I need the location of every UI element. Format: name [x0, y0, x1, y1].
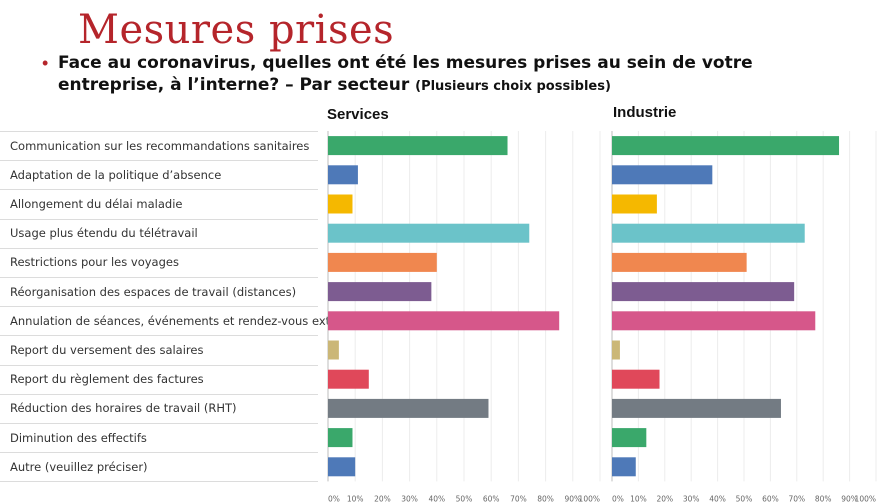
- industrie-tick-label: 30%: [683, 494, 700, 503]
- industrie-tick-label: 80%: [815, 494, 832, 503]
- industrie-bar: [612, 457, 636, 477]
- services-tick-label: 40%: [428, 494, 445, 503]
- industrie-tick-label: 60%: [762, 494, 779, 503]
- industrie-bar: [612, 165, 713, 185]
- row-divider: [0, 248, 318, 249]
- row-divider: [0, 394, 318, 395]
- services-tick-label: 50%: [456, 494, 473, 503]
- services-tick-label: 60%: [483, 494, 500, 503]
- services-tick-label: 90%: [564, 494, 581, 503]
- services-bar: [328, 165, 358, 185]
- industrie-bar: [612, 369, 660, 389]
- industrie-tick-label: 70%: [788, 494, 805, 503]
- industrie-bar: [612, 194, 657, 214]
- row-divider: [0, 452, 318, 453]
- services-bar: [328, 223, 530, 243]
- services-tick-label: 10%: [347, 494, 364, 503]
- services-tick-label: 20%: [374, 494, 391, 503]
- slide-title: Mesures prises: [78, 7, 395, 53]
- industrie-tick-label: 40%: [709, 494, 726, 503]
- row-divider: [0, 160, 318, 161]
- services-bar: [328, 398, 489, 418]
- industrie-bar: [612, 136, 840, 156]
- industrie-tick-label: 0%: [612, 494, 624, 503]
- industrie-title: Industrie: [613, 104, 677, 121]
- question-note: (Plusieurs choix possibles): [415, 79, 611, 94]
- category-label: Usage plus étendu du télétravail: [10, 226, 198, 241]
- services-bar: [328, 282, 432, 302]
- services-bar: [328, 136, 508, 156]
- services-tick-label: 30%: [401, 494, 418, 503]
- question-text: Face au coronavirus, quelles ont été les…: [58, 52, 858, 98]
- category-label: Allongement du délai maladie: [10, 197, 183, 211]
- question-main: Face au coronavirus, quelles ont été les…: [58, 53, 753, 95]
- bullet-icon: •: [42, 53, 49, 73]
- services-bar: [328, 340, 339, 360]
- row-divider: [0, 189, 318, 190]
- category-label: Report du règlement des factures: [10, 372, 204, 387]
- industrie-tick-label: 50%: [736, 494, 753, 503]
- services-tick-label: 0%: [328, 494, 340, 503]
- row-divider: [0, 277, 318, 278]
- industrie-bar: [612, 398, 781, 418]
- industrie-tick-label: 20%: [656, 494, 673, 503]
- category-label: Adaptation de la politique d’absence: [10, 167, 222, 182]
- services-bar: [328, 428, 353, 448]
- row-divider: [0, 306, 318, 307]
- category-label: Réorganisation des espaces de travail (d…: [10, 284, 297, 299]
- category-label: Diminution des effectifs: [10, 430, 147, 445]
- services-tick-label: 70%: [510, 494, 527, 503]
- category-label: Communication sur les recommandations sa…: [10, 138, 310, 153]
- row-divider: [0, 219, 318, 220]
- row-divider: [0, 335, 318, 336]
- category-label: Restrictions pour les voyages: [10, 255, 179, 270]
- industrie-bar: [612, 311, 816, 331]
- row-divider: [0, 131, 318, 132]
- row-divider: [0, 365, 318, 366]
- industrie-bar: [612, 340, 620, 360]
- services-title: Services: [327, 106, 389, 123]
- industrie-bar: [612, 223, 805, 243]
- category-label: Annulation de séances, événements et ren…: [10, 313, 371, 328]
- industrie-bar: [612, 428, 647, 448]
- category-label: Réduction des horaires de travail (RHT): [10, 401, 237, 416]
- row-divider: [0, 481, 318, 482]
- services-tick-label: 100%: [579, 494, 600, 503]
- services-bar: [328, 457, 356, 477]
- services-bar: [328, 194, 353, 214]
- industrie-tick-label: 100%: [855, 494, 876, 503]
- category-label: Report du versement des salaires: [10, 343, 204, 357]
- industrie-bar: [612, 252, 747, 272]
- services-bar: [328, 311, 560, 331]
- services-tick-label: 80%: [537, 494, 554, 503]
- category-label: Autre (veuillez préciser): [10, 459, 148, 474]
- services-bar: [328, 369, 369, 389]
- row-divider: [0, 423, 318, 424]
- industrie-bar: [612, 282, 795, 302]
- industrie-tick-label: 90%: [841, 494, 858, 503]
- services-bar: [328, 252, 437, 272]
- industrie-tick-label: 10%: [630, 494, 647, 503]
